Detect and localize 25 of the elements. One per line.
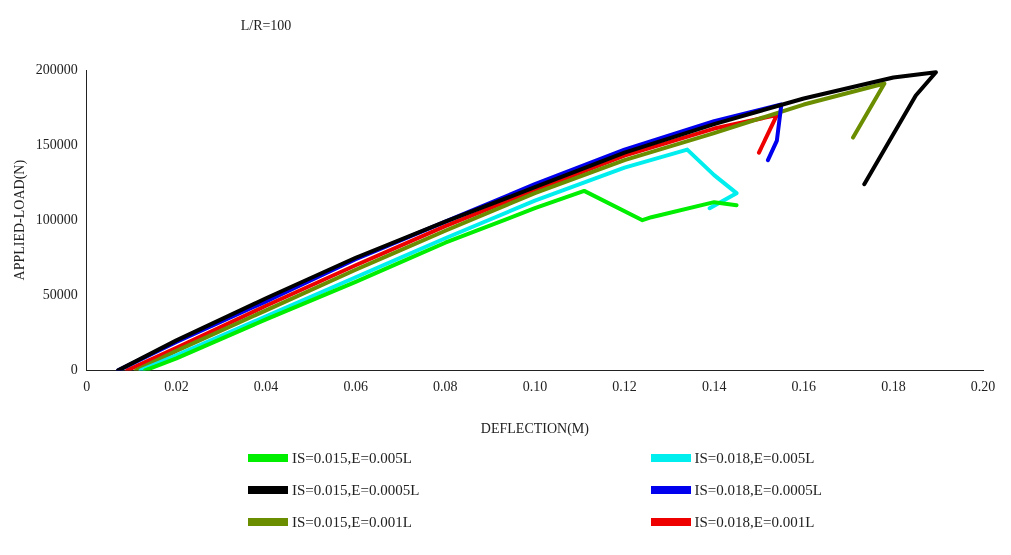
x-tick-label: 0.08 [433,379,458,395]
x-tick-label: 0.14 [701,379,727,395]
legend-label: IS=0.018,E=0.005L [694,449,815,467]
y-tick-label: 200000 [35,61,78,77]
x-tick-label: 0.06 [343,379,368,395]
x-tick-label: 0.18 [881,379,906,395]
legend-label: IS=0.015,E=0.001L [292,513,412,531]
x-tick-label: 0.10 [522,379,548,395]
x-tick-label: 0.16 [791,379,817,395]
legend-label: IS=0.018,E=0.0005L [694,481,822,499]
chart-title: L/R=100 [240,17,292,33]
y-tick-label: 150000 [35,136,78,152]
legend-label: IS=0.015,E=0.005L [292,449,412,467]
legend-label: IS=0.015,E=0.0005L [292,481,420,499]
x-tick-label: 0 [83,379,91,395]
x-tick-label: 0.20 [970,379,996,395]
legend-label: IS=0.018,E=0.001L [694,513,815,531]
y-tick-label: 0 [70,362,78,378]
y-tick-label: 100000 [35,211,78,227]
y-axis-title: APPLIED-LOAD(N) [12,159,29,281]
x-tick-label: 0.04 [253,379,279,395]
y-tick-label: 50000 [42,286,78,302]
x-tick-label: 0.12 [612,379,637,395]
x-tick-label: 0.02 [164,379,189,395]
x-axis-title: DEFLECTION(M) [480,421,590,438]
